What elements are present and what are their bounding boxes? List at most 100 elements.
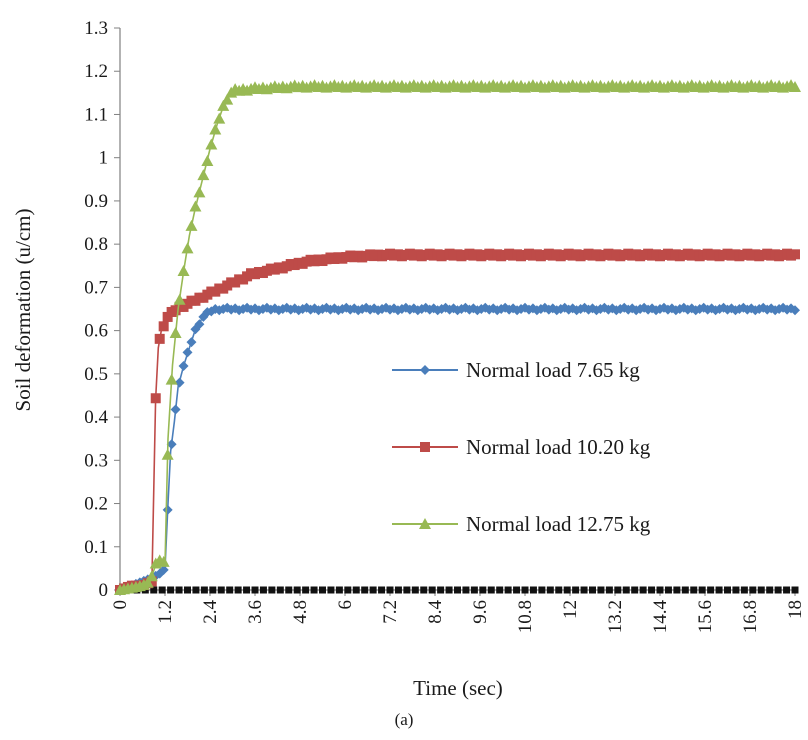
data-point-triangle	[221, 93, 234, 105]
baseline-marker	[234, 586, 242, 594]
series-line	[119, 308, 795, 591]
baseline-marker	[614, 586, 622, 594]
baseline-marker	[529, 586, 537, 594]
baseline-marker	[217, 586, 225, 594]
data-point-triangle	[145, 570, 158, 582]
baseline-marker	[310, 586, 318, 594]
baseline-marker	[496, 586, 504, 594]
x-tick-label: 1.2	[155, 600, 176, 624]
baseline-marker	[243, 586, 251, 594]
data-point-triangle	[189, 200, 202, 212]
x-tick-label: 13.2	[605, 600, 626, 633]
y-tick-label: 0.4	[84, 407, 108, 428]
data-point-diamond	[166, 439, 177, 450]
baseline-marker	[175, 586, 183, 594]
data-point-triangle	[419, 518, 431, 529]
baseline-marker	[681, 586, 689, 594]
data-point-square	[790, 249, 800, 260]
data-point-triangle	[165, 373, 178, 385]
x-tick-label: 3.6	[245, 600, 266, 624]
data-point-square	[146, 576, 157, 587]
baseline-marker	[673, 586, 681, 594]
baseline-marker	[639, 586, 647, 594]
baseline-marker	[521, 586, 529, 594]
data-point-triangle	[193, 186, 206, 198]
baseline-marker	[487, 586, 495, 594]
x-tick-label: 16.8	[740, 600, 761, 633]
baseline-marker	[715, 586, 723, 594]
y-tick-label: 1.2	[84, 61, 108, 82]
data-point-diamond	[174, 377, 185, 388]
legend-label: Normal load 12.75 kg	[466, 512, 651, 536]
x-tick-label: 10.8	[515, 600, 536, 633]
legend: Normal load 7.65 kg Normal load 10.20 kg N…	[392, 358, 651, 536]
y-tick-label: 0.2	[84, 494, 108, 515]
data-point-diamond	[162, 504, 173, 515]
y-tick-label: 1.1	[84, 104, 108, 125]
x-tick-label: 18	[785, 600, 806, 619]
baseline-marker	[251, 586, 259, 594]
data-point-triangle	[205, 138, 218, 150]
baseline-marker	[732, 586, 740, 594]
x-tick-label: 7.2	[380, 600, 401, 624]
baseline-marker	[538, 586, 546, 594]
baseline-marker	[369, 586, 377, 594]
baseline-marker	[192, 586, 200, 594]
baseline-marker	[698, 586, 706, 594]
baseline-marker	[403, 586, 411, 594]
data-point-triangle	[161, 448, 174, 460]
baseline-marker	[622, 586, 630, 594]
data-point-triangle	[173, 293, 186, 305]
baseline-marker	[344, 586, 352, 594]
x-tick-label: 4.8	[290, 600, 311, 624]
y-axis-title: Soil deformation (u/cm)	[11, 209, 35, 412]
baseline-marker	[783, 586, 791, 594]
baseline-marker	[259, 586, 267, 594]
data-point-diamond	[170, 404, 181, 415]
series-line	[119, 85, 795, 591]
y-tick-label: 1.3	[84, 18, 108, 39]
baseline-marker	[656, 586, 664, 594]
baseline-marker	[276, 586, 284, 594]
baseline-marker	[420, 586, 428, 594]
data-point-diamond	[504, 304, 515, 315]
x-tick-label: 2.4	[200, 600, 221, 624]
baseline-marker	[774, 586, 782, 594]
baseline-marker	[504, 586, 512, 594]
baseline-marker	[462, 586, 470, 594]
baseline-marker	[724, 586, 731, 594]
data-point-diamond	[194, 319, 205, 330]
y-tick-label: 0.6	[84, 321, 108, 342]
baseline-marker	[707, 586, 715, 594]
series-1	[115, 302, 800, 595]
baseline-marker	[394, 586, 402, 594]
baseline-marker	[285, 586, 293, 594]
x-tick-label: 6	[335, 600, 356, 610]
data-point-triangle	[201, 155, 214, 167]
legend-item-1: Normal load 7.65 kg	[392, 358, 640, 382]
baseline-marker	[572, 586, 580, 594]
legend-item-2: Normal load 10.20 kg	[392, 435, 651, 459]
baseline-marker	[268, 586, 276, 594]
y-tick-label: 1	[99, 148, 109, 169]
y-tick-label: 0.8	[84, 234, 108, 255]
x-tick-label: 15.6	[695, 600, 716, 633]
baseline-marker	[766, 586, 774, 594]
baseline-marker	[589, 586, 596, 594]
series-line	[119, 254, 795, 591]
data-point-triangle	[197, 169, 210, 181]
baseline-marker	[580, 586, 588, 594]
baseline-marker	[605, 586, 613, 594]
data-point-diamond	[158, 564, 169, 575]
baseline-markers	[116, 586, 799, 594]
series-2	[115, 248, 800, 595]
baseline-marker	[386, 586, 394, 594]
series-layer	[114, 79, 801, 595]
x-axis-title: Time (sec)	[413, 676, 503, 700]
baseline-marker	[150, 586, 158, 594]
axes: 0 0.1 0.2 0.3 0.4 0.5 0.6 0.7 0.8 0.9 1 1.1 1.2 1.3 0 1…	[84, 18, 806, 633]
data-point-triangle	[185, 219, 198, 231]
data-point-diamond	[186, 337, 197, 348]
data-point-square	[154, 333, 165, 344]
